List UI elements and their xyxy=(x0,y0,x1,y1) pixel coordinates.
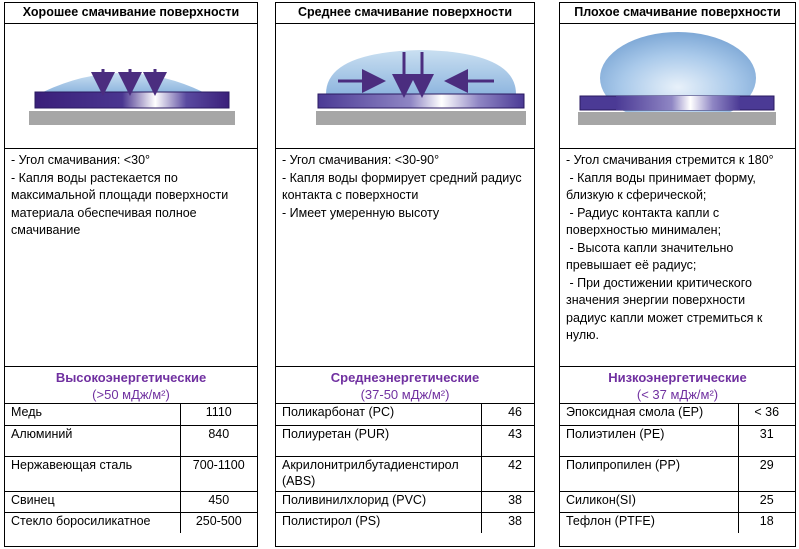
poor-wetting-illustration xyxy=(560,24,795,149)
material-value: 46 xyxy=(480,404,534,425)
energy-category: Низкоэнергетические (< 37 мДж/м²) xyxy=(560,367,795,404)
description: - Угол смачивания: <30-90° - Капля воды … xyxy=(276,149,534,367)
table-row: Поливинилхлорид (PVC) 38 xyxy=(276,491,534,512)
energy-category: Высокоэнергетические (>50 мДж/м²) xyxy=(5,367,257,404)
panel-medium-wetting: Среднее смачивание поверхности - Угол см… xyxy=(275,2,535,547)
description-line: - Угол смачивания: <30-90° xyxy=(282,153,440,167)
description: - Угол смачивания стремится к 180° - Кап… xyxy=(560,149,795,367)
category-range: (37-50 мДж/м²) xyxy=(360,387,450,402)
description: - Угол смачивания: <30° - Капля воды рас… xyxy=(5,149,257,367)
material-value: 29 xyxy=(737,456,795,491)
material-name: Полистирол (PS) xyxy=(282,513,381,528)
category-name: Среднеэнергетические xyxy=(330,370,480,385)
table-row: Полиэтилен (PE) 31 xyxy=(560,425,795,456)
material-name: Нержавеющая сталь xyxy=(11,457,133,472)
material-name: Эпоксидная смола (EP) xyxy=(566,405,704,419)
table-row: Полиуретан (PUR) 43 xyxy=(276,425,534,456)
description-line: - Имеет умеренную высоту xyxy=(282,205,440,220)
description-line: - При достижении критического значения э… xyxy=(566,275,766,343)
description-line: - Капля воды принимает форму, близкую к … xyxy=(566,170,760,203)
material-value: < 36 xyxy=(737,404,795,425)
material-name: Тефлон (PTFE) xyxy=(566,513,655,528)
table-row: Поликарбонат (PC) 46 xyxy=(276,404,534,425)
panel-title: Хорошее смачивание поверхности xyxy=(5,3,257,24)
material-value: 42 xyxy=(480,456,534,491)
table-row: Полипропилен (PP) 29 xyxy=(560,456,795,491)
base-plate xyxy=(29,111,235,125)
base-plate xyxy=(316,111,526,125)
material-value: 840 xyxy=(179,425,257,456)
materials-table: Эпоксидная смола (EP) < 36 Полиэтилен (PE… xyxy=(560,404,795,533)
panel-poor-wetting: Плохое смачивание поверхности - Угол сма… xyxy=(559,2,796,547)
material-name: Полиуретан (PUR) xyxy=(282,426,390,441)
material-value: 250-500 xyxy=(179,512,257,533)
material-value: 43 xyxy=(480,425,534,456)
material-name: Поликарбонат (PC) xyxy=(282,405,395,419)
material-value: 38 xyxy=(480,491,534,512)
description-line: - Высота капли значительно превышает её … xyxy=(566,240,737,273)
medium-wetting-illustration xyxy=(276,24,534,149)
material-value: 38 xyxy=(480,512,534,533)
category-name: Высокоэнергетические xyxy=(55,370,207,385)
material-value: 18 xyxy=(737,512,795,533)
panel-title: Плохое смачивание поверхности xyxy=(560,3,795,24)
droplet-flat xyxy=(43,73,203,92)
material-value: 31 xyxy=(737,425,795,456)
material-value: 1110 xyxy=(179,404,257,425)
material-name: Полиэтилен (PE) xyxy=(566,426,665,441)
material-value: 700-1100 xyxy=(179,456,257,491)
material-name: Алюминий xyxy=(11,426,73,441)
description-line: - Радиус контакта капли с поверхностью м… xyxy=(566,205,723,238)
material-name: Стекло боросиликатное xyxy=(11,513,151,528)
table-row: Эпоксидная смола (EP) < 36 xyxy=(560,404,795,425)
base-plate xyxy=(578,112,776,125)
table-row: Полистирол (PS) 38 xyxy=(276,512,534,533)
material-name: Медь xyxy=(11,405,43,419)
energy-category: Среднеэнергетические (37-50 мДж/м²) xyxy=(276,367,534,404)
material-name: Силикон(SI) xyxy=(566,492,636,507)
table-row: Медь 1110 xyxy=(5,404,257,425)
material-name: Полипропилен (PP) xyxy=(566,457,680,472)
table-row: Акрилонитрилбутадиенстирол (ABS) 42 xyxy=(276,456,534,491)
description-line: - Угол смачивания: <30° xyxy=(11,153,151,167)
materials-table: Поликарбонат (PC) 46 Полиуретан (PUR) 43 А… xyxy=(276,404,534,533)
table-row: Алюминий 840 xyxy=(5,425,257,456)
material-name: Поливинилхлорид (PVC) xyxy=(282,492,427,507)
surface-plate xyxy=(317,93,525,109)
description-line: - Капля воды растекается по максимальной… xyxy=(11,170,232,238)
table-row: Нержавеющая сталь 700-1100 xyxy=(5,456,257,491)
description-line: - Капля воды формирует средний радиус ко… xyxy=(282,170,526,203)
material-name: Свинец xyxy=(11,492,55,507)
table-row: Тефлон (PTFE) 18 xyxy=(560,512,795,533)
category-range: (< 37 мДж/м²) xyxy=(636,387,719,402)
material-value: 450 xyxy=(179,491,257,512)
surface-plate xyxy=(34,91,230,109)
table-row: Силикон(SI) 25 xyxy=(560,491,795,512)
good-wetting-illustration xyxy=(5,24,257,149)
description-line: - Угол смачивания стремится к 180° xyxy=(566,153,774,167)
panel-good-wetting: Хорошее смачивание поверхности - Угол см… xyxy=(4,2,258,547)
table-row: Свинец 450 xyxy=(5,491,257,512)
material-value: 25 xyxy=(737,491,795,512)
category-range: (>50 мДж/м²) xyxy=(92,387,170,402)
surface-plate-highlight xyxy=(616,96,740,110)
panel-title: Среднее смачивание поверхности xyxy=(276,3,534,24)
materials-table: Медь 1110 Алюминий 840 Нержавеющая сталь 70… xyxy=(5,404,257,533)
category-name: Низкоэнергетические xyxy=(608,370,747,385)
material-name: Акрилонитрилбутадиенстирол (ABS) xyxy=(282,457,459,488)
table-row: Стекло боросиликатное 250-500 xyxy=(5,512,257,533)
